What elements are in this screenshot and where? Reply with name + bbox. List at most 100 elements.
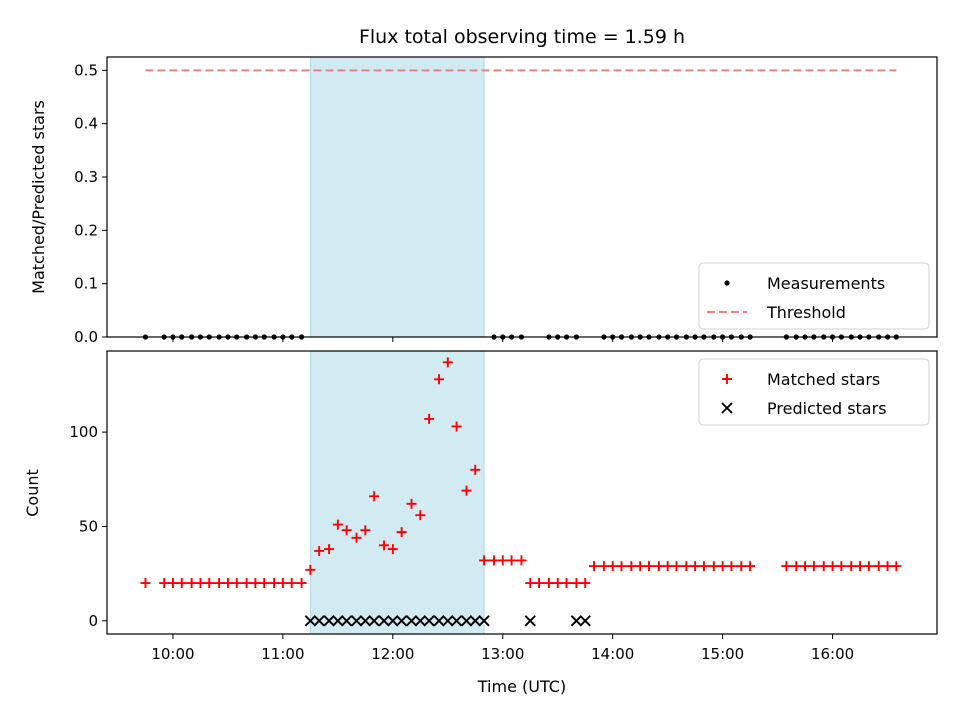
matched-star-point [231, 578, 242, 589]
matched-star-point [598, 561, 609, 572]
predicted-star-point [524, 615, 536, 627]
matched-star-point [827, 561, 838, 572]
matched-star-point [479, 555, 490, 566]
matched-star-point [561, 578, 572, 589]
matched-star-point [204, 578, 215, 589]
matched-star-point [277, 578, 288, 589]
matched-star-point [415, 510, 426, 521]
matched-star-point [167, 578, 178, 589]
top-y-tick-label: 0.5 [74, 61, 98, 79]
matched-star-point [543, 578, 554, 589]
matched-star-point [506, 555, 517, 566]
matched-star-point [589, 561, 600, 572]
predicted-star-point [395, 615, 408, 627]
matched-star-point [863, 561, 874, 572]
matched-star-point [305, 564, 316, 575]
bottom-legend-box [698, 358, 930, 426]
top-y-tick-label: 0.4 [74, 115, 98, 133]
matched-star-point [653, 561, 664, 572]
predicted-star-point [332, 615, 344, 627]
predicted-star-point [387, 615, 399, 627]
legend-label: Predicted stars [767, 399, 887, 418]
matched-star-point [369, 491, 380, 502]
matched-star-point [296, 578, 307, 589]
matched-star-point [580, 578, 591, 589]
matched-star-point [434, 374, 444, 385]
x-tick-label: 12:00 [371, 645, 414, 663]
predicted-star-point [313, 615, 325, 627]
matched-star-point [332, 519, 343, 530]
matched-star-point [186, 578, 197, 589]
legend-matched-marker [722, 374, 732, 384]
matched-star-point [855, 561, 866, 572]
matched-star-point [846, 561, 857, 572]
predicted-star-point [368, 615, 380, 627]
top-y-tick-label: 0.3 [74, 168, 98, 186]
matched-star-point [341, 525, 352, 536]
matched-star-point [708, 561, 719, 572]
legend-label: Matched stars [767, 370, 880, 389]
top-y-tick-label: 0.0 [74, 328, 98, 346]
x-axis-title: Time (UTC) [477, 677, 566, 696]
matched-star-point [176, 578, 187, 589]
matched-star-point [616, 561, 627, 572]
top-observing-span [309, 56, 485, 338]
predicted-star-point [350, 615, 363, 627]
matched-star-point [250, 578, 261, 589]
matched-star-point [516, 555, 527, 566]
x-tick-label: 16:00 [811, 645, 854, 663]
matched-star-point [451, 421, 462, 432]
bottom-y-axis-title: Count [23, 469, 42, 517]
x-tick-label: 13:00 [481, 645, 524, 663]
matched-star-point [324, 544, 335, 555]
matched-star-point [379, 540, 390, 551]
matched-star-point [286, 578, 297, 589]
matched-star-point [442, 357, 453, 368]
matched-star-point [195, 578, 206, 589]
matched-star-point [222, 578, 233, 589]
matched-star-point [681, 561, 692, 572]
predicted-star-point [359, 615, 372, 627]
bottom-y-tick-label: 100 [69, 423, 98, 441]
matched-star-point [873, 561, 884, 572]
matched-star-point [781, 561, 792, 572]
matched-star-point [643, 561, 654, 572]
x-tick-label: 11:00 [261, 645, 304, 663]
x-tick-label: 15:00 [701, 645, 744, 663]
legend-predicted-marker [721, 402, 733, 414]
matched-star-point [717, 561, 728, 572]
matched-star-point [882, 561, 893, 572]
matched-star-point [891, 561, 902, 572]
predicted-star-point [469, 615, 481, 627]
matched-star-point [635, 561, 646, 572]
predicted-star-point [442, 615, 454, 627]
matched-star-point [736, 561, 747, 572]
bottom-y-tick-label: 0 [88, 612, 98, 630]
x-tick-label: 10:00 [151, 645, 194, 663]
matched-star-point [406, 498, 417, 509]
matched-star-point [140, 578, 151, 589]
matched-star-point [800, 561, 811, 572]
matched-star-point [470, 464, 481, 475]
legend-label: Threshold [766, 303, 846, 322]
predicted-star-point [304, 615, 317, 627]
matched-star-point [726, 561, 737, 572]
matched-star-point [259, 578, 270, 589]
matched-star-point [269, 578, 280, 589]
matched-star-point [671, 561, 682, 572]
predicted-star-point [405, 615, 418, 627]
top-legend: Measurements Threshold [698, 262, 930, 330]
chart-title: Flux total observing time = 1.59 h [359, 26, 685, 48]
top-plot-frame [106, 56, 938, 338]
matched-star-point [552, 578, 563, 589]
matched-star-point [461, 485, 472, 496]
predicted-star-point [378, 615, 390, 627]
top-y-tick-label: 0.1 [74, 275, 98, 293]
legend-label: Measurements [767, 274, 885, 293]
predicted-star-point [340, 615, 353, 627]
bottom-observing-span [309, 350, 485, 635]
matched-star-point [424, 413, 435, 424]
top-legend-box [698, 262, 930, 330]
x-tick-label: 14:00 [591, 645, 634, 663]
